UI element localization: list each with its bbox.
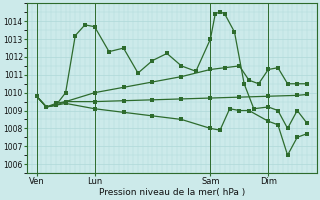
X-axis label: Pression niveau de la mer( hPa ): Pression niveau de la mer( hPa ) (99, 188, 245, 197)
